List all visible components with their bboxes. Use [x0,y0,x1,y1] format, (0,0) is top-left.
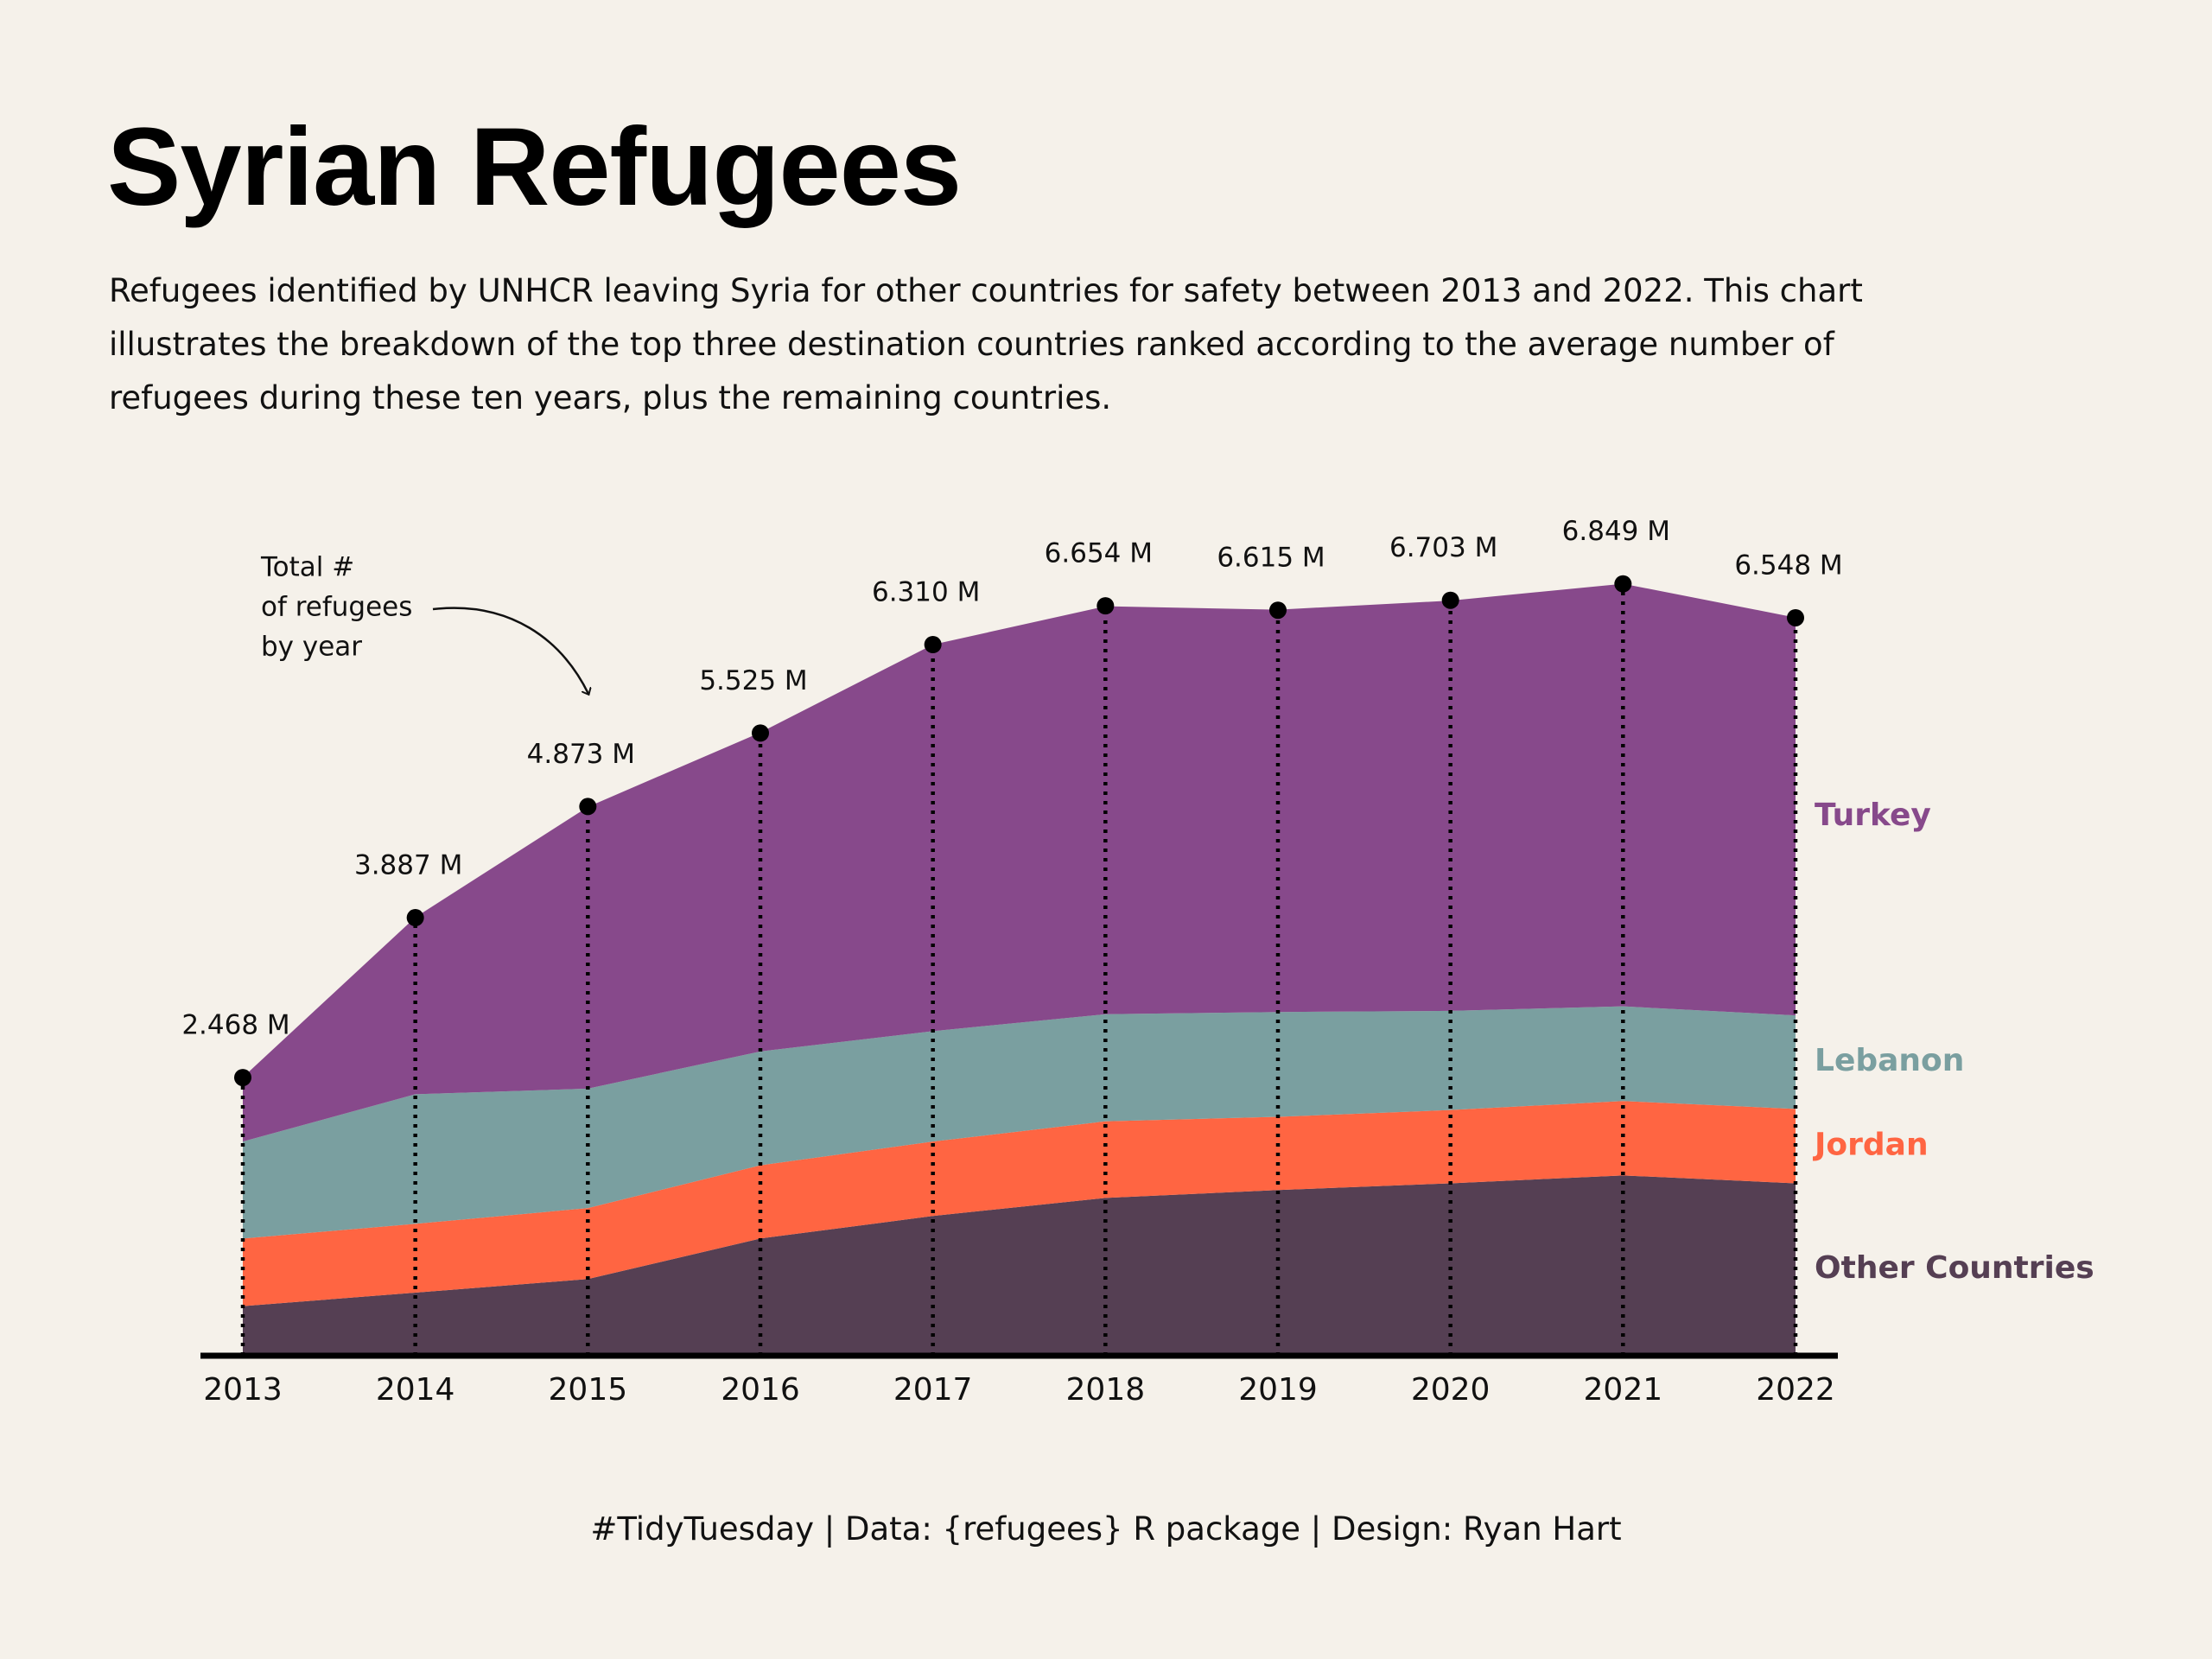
annotation: of refugees [261,592,412,623]
series-label: Turkey [1815,798,1931,833]
annotation-arrow [432,607,588,694]
chart-subtitle: Refugees identified by UNHCR leaving Syr… [109,272,1863,416]
total-label: 6.310 M [872,576,980,607]
total-label: 6.548 M [1734,550,1842,581]
x-tick-label: 2021 [1584,1372,1663,1408]
x-tick-label: 2013 [203,1372,283,1408]
total-dot [752,724,769,742]
total-dot [1441,591,1459,609]
annotation: Total # [260,552,354,583]
total-label: 5.525 M [699,665,807,696]
series-label: Jordan [1812,1127,1929,1162]
x-tick-label: 2022 [1756,1372,1835,1408]
series-label: Other Countries [1815,1250,2094,1286]
total-dot [1096,597,1115,615]
total-dot [234,1069,251,1087]
area [243,583,1796,1142]
chart-caption: #TidyTuesday | Data: {refugees} R packag… [590,1510,1622,1548]
total-dot [924,635,942,653]
x-tick-label: 2016 [721,1372,800,1408]
series-label: Lebanon [1815,1043,1964,1078]
annotation: by year [261,632,362,663]
total-dot [579,798,597,816]
total-label: 3.887 M [354,850,462,881]
x-tick-label: 2020 [1411,1372,1491,1408]
x-tick-label: 2018 [1066,1372,1146,1408]
total-dot [1269,601,1287,620]
x-tick-label: 2019 [1238,1372,1318,1408]
total-label: 6.703 M [1389,532,1497,563]
total-label: 6.654 M [1045,538,1153,569]
x-tick-label: 2014 [376,1372,455,1408]
total-label: 6.615 M [1217,543,1325,574]
area [243,1006,1796,1239]
chart-title: Syrian Refugees [107,105,962,229]
area [243,1101,1796,1306]
area [243,1175,1796,1356]
total-dot [1614,575,1632,593]
total-label: 6.849 M [1562,516,1670,547]
total-dot [1787,608,1804,626]
total-label: 2.468 M [181,1010,289,1041]
total-label: 4.873 M [527,739,635,770]
x-tick-label: 2015 [549,1372,628,1408]
x-tick-label: 2017 [893,1372,973,1408]
total-dot [406,909,424,927]
